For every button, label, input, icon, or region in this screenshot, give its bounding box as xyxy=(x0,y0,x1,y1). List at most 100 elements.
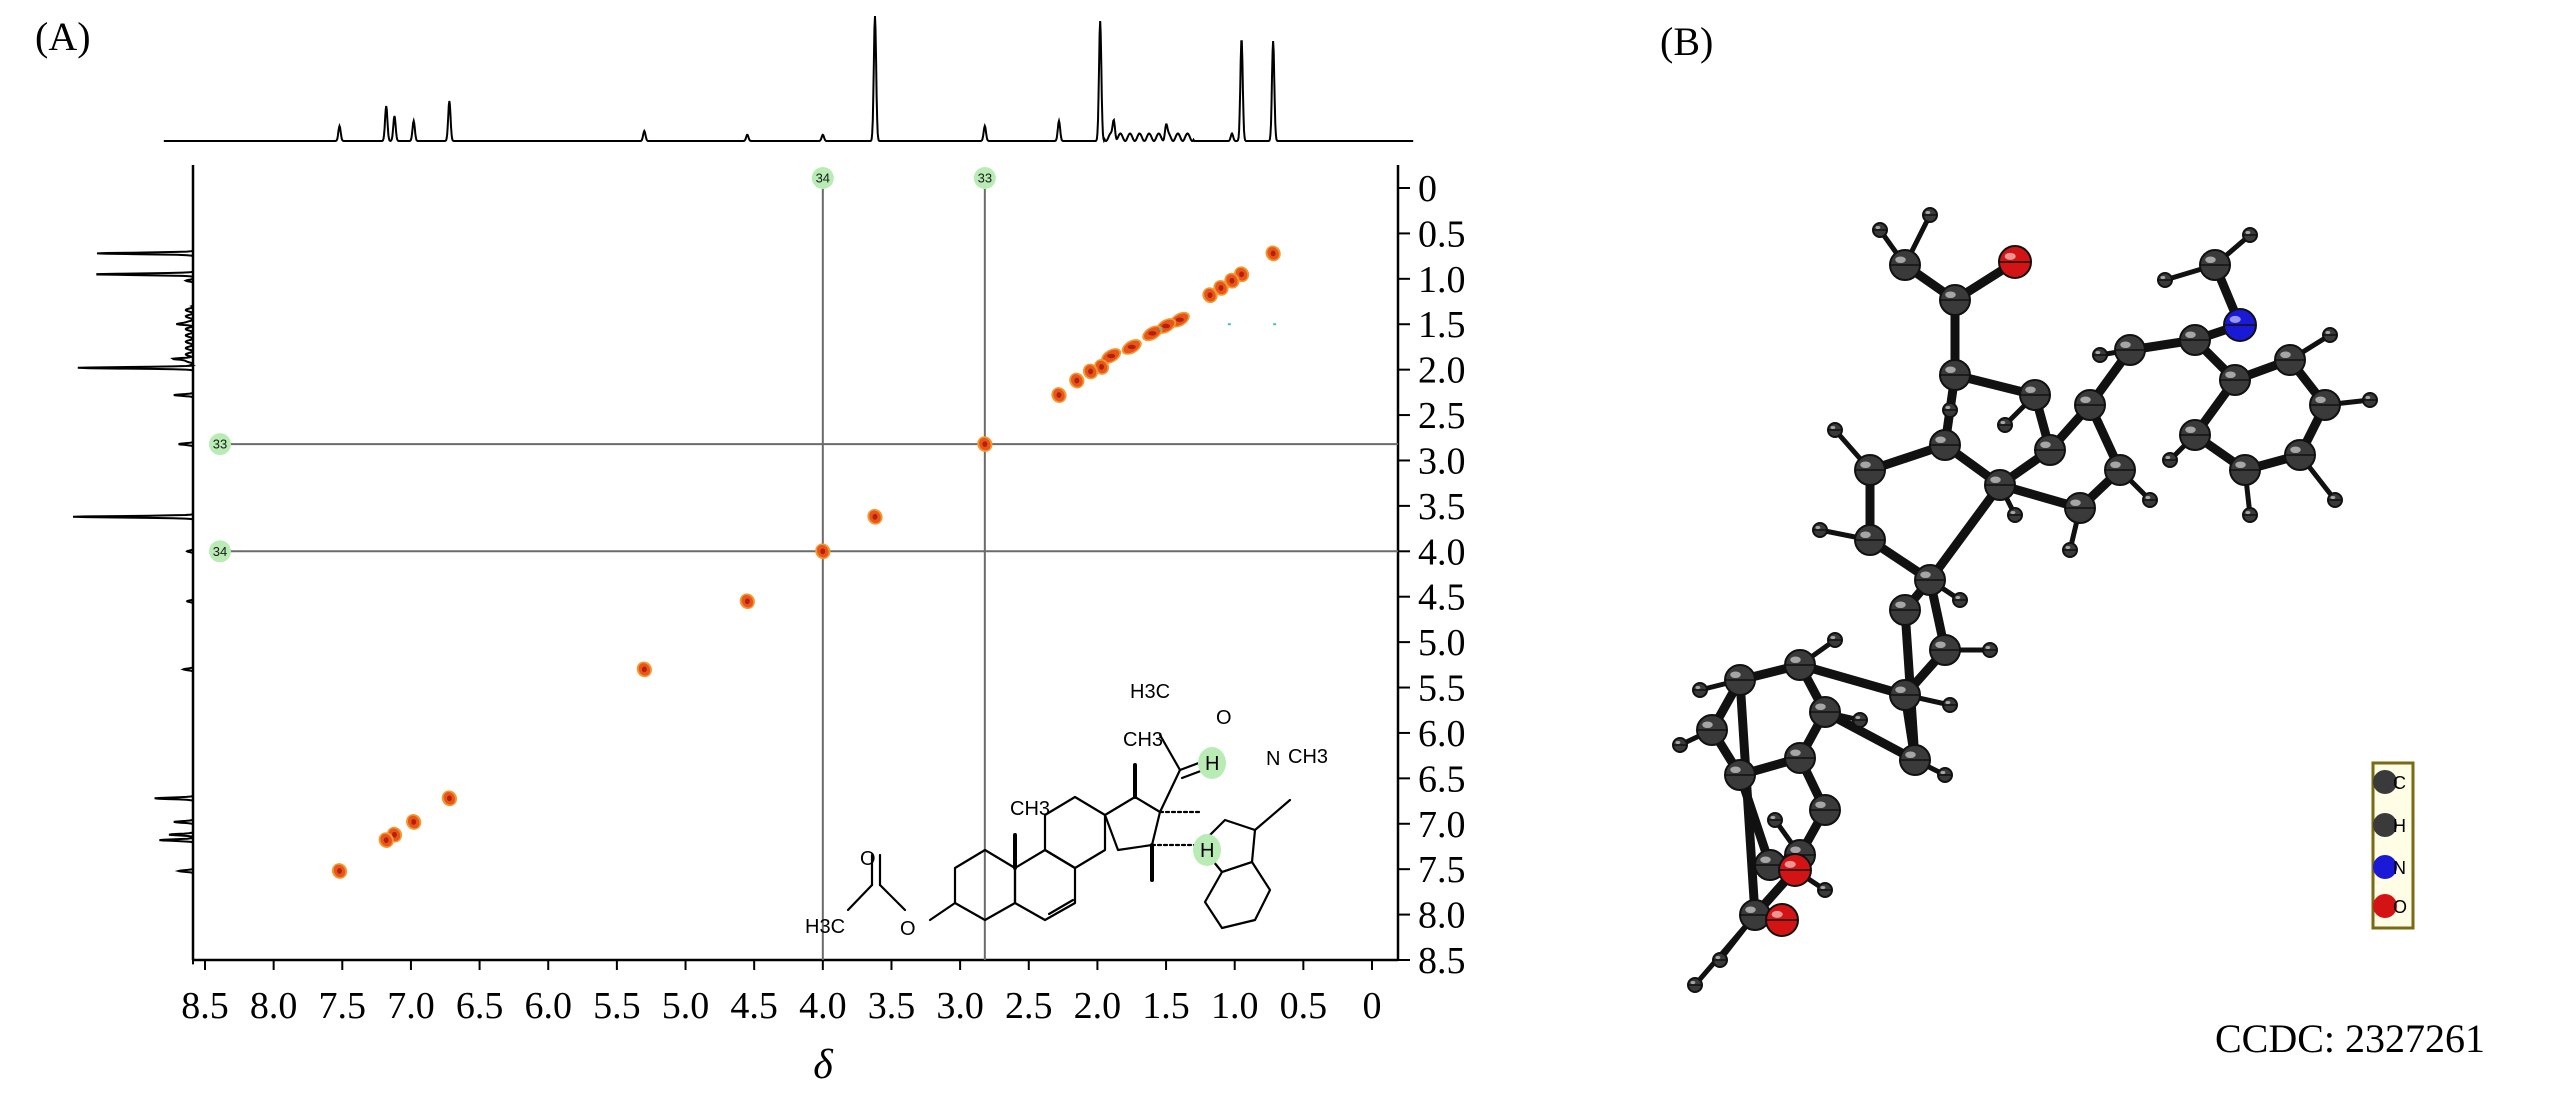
hydrogen-atom xyxy=(2162,452,2178,468)
carbon-atom xyxy=(2114,334,2146,366)
ring-b-double-bond xyxy=(1047,898,1075,916)
correlation-peak-core xyxy=(1127,344,1136,350)
carbon-atom xyxy=(2229,454,2261,486)
c18-methyl-label: CH3 xyxy=(1123,729,1163,751)
correlation-peak-core xyxy=(1074,377,1080,384)
y-tick-label: 7.5 xyxy=(1418,849,1466,891)
carbon-atom xyxy=(1889,249,1921,281)
correlation-peak-core xyxy=(391,831,397,838)
y-tick-label: 3.0 xyxy=(1418,440,1466,482)
indole-n-label: N xyxy=(1266,748,1280,770)
hydrogen-atom xyxy=(1712,952,1728,968)
y-tick-label: 2.5 xyxy=(1418,395,1466,437)
nitrogen-atom xyxy=(2223,308,2257,342)
x-tick-label: 5.5 xyxy=(593,985,641,1027)
y-tick-label: 3.5 xyxy=(1418,486,1466,528)
correlation-peak-core xyxy=(1218,284,1224,291)
ketone-oxygen-label: O xyxy=(1216,707,1232,729)
carbon-atom xyxy=(2019,379,2051,411)
correlation-peak-core xyxy=(641,666,647,673)
hydrogen-atom xyxy=(1922,207,1938,223)
hydrogen-atom xyxy=(1687,977,1703,993)
x-tick-label: 7.5 xyxy=(319,985,367,1027)
x-tick-label: 1.0 xyxy=(1211,985,1259,1027)
crystal-atoms xyxy=(1672,207,2378,993)
correlation-peaks xyxy=(331,245,1281,879)
panel-b-label: (B) xyxy=(1660,19,1713,64)
x-axis-label: δ xyxy=(813,1042,834,1088)
ester-methyl-bond xyxy=(846,883,874,912)
noise-mark xyxy=(1159,327,1163,330)
noise-mark xyxy=(1273,323,1277,326)
ccdc-label: CCDC: 2327261 xyxy=(2215,1016,2485,1061)
carbon-atom xyxy=(2104,454,2136,486)
hydrogen-atom xyxy=(1952,592,1968,608)
correlation-peak-core xyxy=(1088,368,1094,375)
x-tick-label: 7.0 xyxy=(387,985,435,1027)
peak-number-label: 33 xyxy=(213,437,227,452)
correlation-peak-core xyxy=(1229,277,1235,284)
n-methyl-label: CH3 xyxy=(1288,746,1328,768)
hydrogen-atom xyxy=(2242,507,2258,523)
peak-number-badge xyxy=(811,167,834,189)
carbon-atom xyxy=(1724,759,1756,791)
indole-pyrrole xyxy=(1198,818,1257,874)
ring-c xyxy=(1043,795,1107,870)
hydrogen-atom xyxy=(1937,767,1953,783)
x-tick-label: 3.5 xyxy=(868,985,916,1027)
ester-methyl-label: H3C xyxy=(805,916,845,938)
peak-number-label: 34 xyxy=(816,171,830,186)
correlation-peak-core xyxy=(1162,323,1171,329)
carbon-atom xyxy=(1809,696,1841,728)
correlation-peak-core xyxy=(446,795,452,802)
legend-carbon-label: C xyxy=(2393,773,2406,793)
carbon-atom xyxy=(2179,324,2211,356)
legend-nitrogen-swatch xyxy=(2373,855,2397,879)
correlation-peak-core xyxy=(1056,392,1062,399)
hydrogen-atom xyxy=(1812,522,1828,538)
y-tick-label: 2.0 xyxy=(1418,350,1466,392)
atom-bond xyxy=(1735,675,1760,920)
hydrogen-atom xyxy=(2062,542,2078,558)
correlation-peak-core xyxy=(872,513,878,520)
carbon-atom xyxy=(1929,634,1961,666)
carbon-atom xyxy=(2284,439,2316,471)
ester-oxygen-label: O xyxy=(900,918,916,940)
left-projection-spectrum xyxy=(72,169,196,965)
carbon-atom xyxy=(1739,899,1771,931)
x-tick-label: 4.0 xyxy=(799,985,847,1027)
carbon-atom xyxy=(2034,434,2066,466)
noise-mark xyxy=(1227,323,1231,326)
carbon-atom xyxy=(1784,649,1816,681)
legend-carbon-swatch xyxy=(2373,770,2397,794)
x-tick-label: 2.0 xyxy=(1074,985,1122,1027)
indole-benzene xyxy=(1203,860,1272,930)
n-methyl-bond xyxy=(1253,798,1292,832)
carbon-atom xyxy=(2219,364,2251,396)
panel-a-label: (A) xyxy=(35,14,91,59)
x-tick-label: 8.5 xyxy=(181,985,229,1027)
peak-number-badge xyxy=(973,167,996,189)
x-tick-label: 8.0 xyxy=(250,985,298,1027)
hydrogen-atom xyxy=(1997,417,2013,433)
x-tick-label: 1.5 xyxy=(1142,985,1190,1027)
legend-hydrogen-swatch xyxy=(2373,813,2397,837)
hydrogen-atom xyxy=(1672,737,1688,753)
hydrogen-atom xyxy=(2242,227,2258,243)
correlation-peak-core xyxy=(411,819,417,825)
x-tick-label: 0.5 xyxy=(1280,985,1328,1027)
acetyl-bond xyxy=(1158,768,1182,814)
hydrogen-atom xyxy=(1827,422,1843,438)
x-tick-label: 4.5 xyxy=(730,985,778,1027)
y-tick-label: 6.5 xyxy=(1418,758,1466,800)
y-tick-label: 6.0 xyxy=(1418,713,1466,755)
acetyl-methyl-bond xyxy=(1158,733,1182,772)
oxygen-atom xyxy=(1778,853,1812,887)
carbon-atom xyxy=(1929,429,1961,461)
hydrogen-atom xyxy=(1852,712,1868,728)
x-tick-label: 2.5 xyxy=(1005,985,1053,1027)
carbon-atom xyxy=(1854,524,1886,556)
peak-number-label: 33 xyxy=(978,171,992,186)
structure-labels: H3C O CH3 CH3 H H N CH3 O O H3C xyxy=(805,681,1328,940)
correlation-peak-core xyxy=(383,837,389,844)
